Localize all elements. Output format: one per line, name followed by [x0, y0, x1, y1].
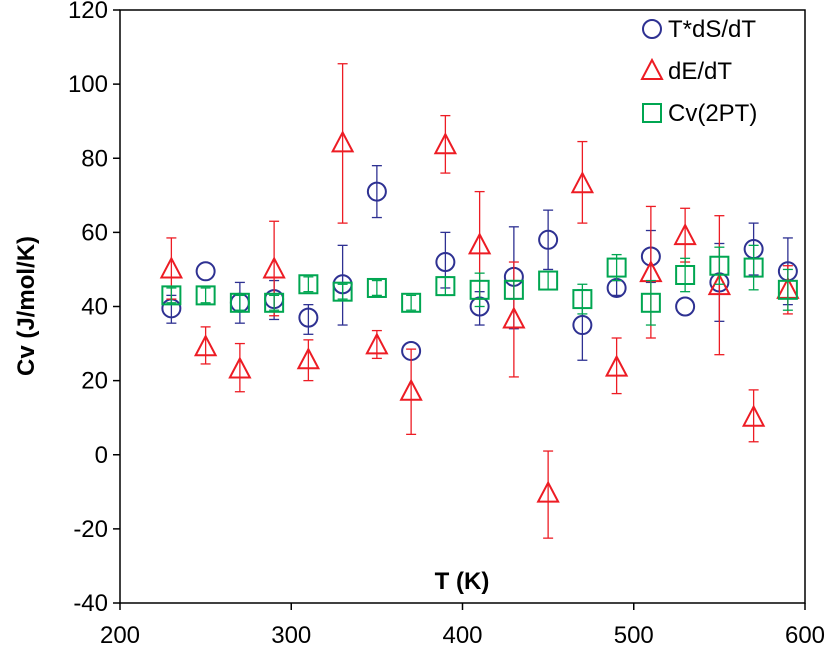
data-point: [743, 257, 764, 278]
data-point: [570, 171, 595, 194]
series-layer: [159, 63, 800, 539]
data-point: [502, 306, 526, 329]
x-tick-label: 200: [100, 622, 140, 648]
x-tick-label: 500: [614, 622, 654, 648]
data-point: [264, 292, 285, 313]
data-point: [640, 292, 661, 313]
data-point: [777, 279, 798, 300]
legend-marker: [642, 103, 662, 123]
data-point: [433, 132, 458, 155]
data-point: [741, 404, 766, 427]
y-tick-label: 80: [81, 145, 108, 172]
data-point: [195, 261, 216, 282]
legend-label: Cv(2PT): [668, 100, 757, 127]
x-axis-title: T (K): [435, 568, 490, 595]
data-point: [675, 296, 696, 317]
y-tick-label: 60: [81, 219, 108, 246]
data-point: [332, 281, 353, 302]
data-point: [673, 222, 697, 246]
x-tick-label: 600: [785, 622, 825, 648]
data-point: [572, 315, 593, 336]
data-point: [159, 256, 184, 279]
y-tick-label: -20: [73, 516, 108, 543]
data-point: [399, 378, 423, 401]
data-point: [366, 277, 387, 298]
data-point: [401, 292, 422, 313]
data-point: [538, 229, 559, 250]
plot-border: [119, 9, 806, 604]
series-square: [161, 244, 798, 326]
data-point: [675, 264, 696, 285]
data-point: [298, 274, 319, 295]
data-point: [262, 256, 286, 279]
x-tick-label: 400: [442, 622, 482, 648]
x-axis: 200 300 400 500 600: [100, 603, 825, 648]
legend: T*dS/dT dE/dT Cv(2PT): [640, 16, 757, 127]
data-point: [161, 285, 182, 306]
data-point: [229, 292, 250, 313]
y-tick-label: 20: [81, 368, 108, 395]
legend-label: T*dS/dT: [668, 16, 756, 43]
data-point: [709, 255, 730, 276]
data-point: [195, 285, 216, 306]
y-tick-label: 120: [68, 0, 108, 24]
data-point: [467, 232, 492, 255]
data-point: [298, 307, 319, 328]
data-point: [538, 270, 559, 291]
data-point: [365, 332, 389, 355]
legend-marker: [640, 57, 664, 80]
data-point: [435, 252, 456, 273]
data-point: [503, 279, 524, 300]
data-point: [228, 356, 252, 379]
data-point: [435, 276, 456, 297]
y-tick-label: 40: [81, 294, 108, 321]
y-axis: -40 -20 0 20 40 60 80 100 120: [68, 0, 120, 617]
y-tick-label: 0: [95, 442, 108, 469]
data-point: [606, 257, 627, 278]
data-point: [469, 279, 490, 300]
y-tick-label: 100: [68, 71, 108, 98]
data-point: [296, 347, 321, 370]
data-point: [604, 354, 629, 377]
series-triangle: [159, 63, 800, 539]
plot-frame: [119, 9, 806, 604]
data-point: [330, 130, 355, 153]
data-point: [366, 181, 387, 202]
data-point: [536, 480, 560, 503]
data-point: [572, 289, 593, 310]
y-tick-label: -40: [73, 590, 108, 617]
legend-label: dE/dT: [668, 58, 732, 85]
data-point: [193, 334, 218, 357]
legend-marker: [642, 19, 662, 39]
y-axis-title: Cv (J/mol/K): [13, 236, 40, 376]
x-tick-label: 300: [271, 622, 311, 648]
